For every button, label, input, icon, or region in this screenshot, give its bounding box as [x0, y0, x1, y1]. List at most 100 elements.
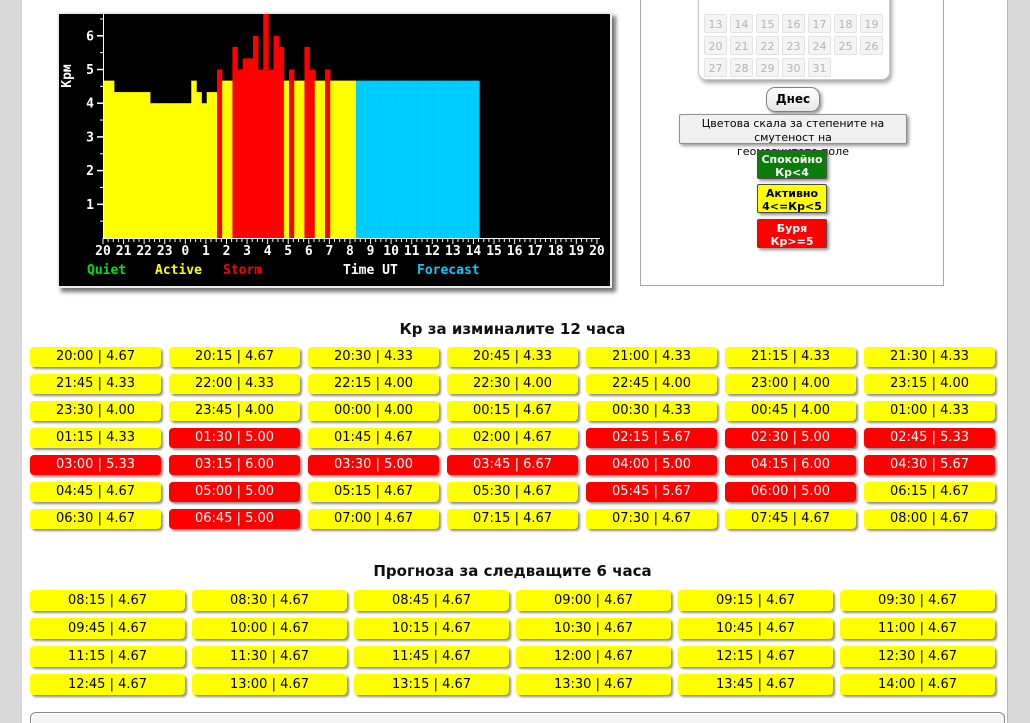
kp-bar	[340, 80, 346, 239]
kp-bar	[237, 69, 244, 238]
chart-text: 6	[86, 29, 94, 44]
kp-bar	[129, 92, 135, 238]
kp-cell-06-15: 06:15 | 4.67	[864, 482, 995, 502]
kp-cell-12-00: 12:00 | 4.67	[516, 646, 671, 667]
kp-bar	[124, 92, 130, 238]
calendar-week-row: 27 28 29 30 31	[704, 58, 889, 77]
calendar-day-13[interactable]: 13	[704, 14, 727, 33]
kp-cell-23-45: 23:45 | 4.00	[169, 401, 300, 421]
chart-text: 2	[86, 164, 94, 179]
forecast-bar	[433, 80, 439, 239]
kp-cell-20-00: 20:00 | 4.67	[30, 347, 161, 367]
legend-active: Active	[155, 263, 202, 278]
kp-bar	[222, 80, 228, 239]
kp-bar	[283, 80, 290, 239]
kp-table-row: 03:00 | 5.33 03:15 | 6.00 03:30 | 5.00 03:4…	[30, 455, 1005, 475]
chart-text: 2	[223, 244, 231, 259]
kp-bar	[155, 103, 161, 238]
kp-bar	[335, 80, 341, 239]
kp-cell-02-30: 02:30 | 5.00	[725, 428, 856, 448]
calendar-day-16[interactable]: 16	[782, 14, 805, 33]
kp-table-row: 21:45 | 4.33 22:00 | 4.33 22:15 | 4.00 22:3…	[30, 374, 1005, 394]
today-button[interactable]: Днес	[766, 87, 820, 112]
calendar-day-17[interactable]: 17	[808, 14, 831, 33]
calendar-day-22[interactable]: 22	[756, 36, 779, 55]
forecast-bar	[469, 80, 475, 239]
kp-cell-08-45: 08:45 | 4.67	[354, 590, 509, 611]
kp-cell-01-30: 01:30 | 5.00	[169, 428, 300, 448]
kp-cell-07-30: 07:30 | 4.67	[586, 509, 717, 529]
kp-bar	[170, 103, 177, 238]
chart-text: 22	[136, 244, 152, 259]
chart-text: 23	[157, 244, 173, 259]
kp-cell-07-15: 07:15 | 4.67	[447, 509, 578, 529]
calendar-day-27[interactable]: 27	[704, 58, 727, 77]
kp-cell-22-30: 22:30 | 4.00	[447, 374, 578, 394]
kp-cell-11-15: 11:15 | 4.67	[30, 646, 185, 667]
kp-cell-00-45: 00:45 | 4.00	[725, 401, 856, 421]
kp-cell-00-00: 00:00 | 4.00	[308, 401, 439, 421]
kp-bar	[294, 80, 300, 239]
calendar-day-25[interactable]: 25	[834, 36, 857, 55]
past-kp-table: 20:00 | 4.67 20:15 | 4.67 20:30 | 4.33 20:4…	[30, 347, 1005, 536]
kp-cell-23-15: 23:15 | 4.00	[864, 374, 995, 394]
kp-table-row: 23:30 | 4.00 23:45 | 4.00 00:00 | 4.00 00:1…	[30, 401, 1005, 421]
scale-button-line1: Спокойно	[761, 153, 823, 166]
kp-cell-09-00: 09:00 | 4.67	[516, 590, 671, 611]
kp-bar	[175, 103, 182, 238]
calendar-day-23[interactable]: 23	[782, 36, 805, 55]
kp-cell-10-45: 10:45 | 4.67	[678, 618, 833, 639]
calendar-day-26[interactable]: 26	[860, 36, 883, 55]
forecast-bar	[427, 80, 434, 239]
kp-cell-05-15: 05:15 | 4.67	[308, 482, 439, 502]
kp-cell-13-45: 13:45 | 4.67	[678, 674, 833, 695]
chart-text: 6	[305, 244, 313, 259]
forecast-bar	[443, 80, 449, 239]
kp-cell-22-45: 22:45 | 4.00	[586, 374, 717, 394]
chart-text: 1	[86, 198, 94, 213]
calendar-day-30[interactable]: 30	[782, 58, 805, 77]
calendar-day-14[interactable]: 14	[730, 14, 753, 33]
calendar-day-18[interactable]: 18	[834, 14, 857, 33]
calendar-day-19[interactable]: 19	[860, 14, 883, 33]
kp-bar	[227, 80, 233, 239]
chart-text: 15	[486, 244, 502, 259]
kp-bar	[247, 58, 254, 238]
calendar-day-21[interactable]: 21	[730, 36, 753, 55]
kp-cell-08-15: 08:15 | 4.67	[30, 590, 185, 611]
kp-bar	[350, 80, 357, 239]
calendar-day-28[interactable]: 28	[730, 58, 753, 77]
chart-text: 4	[86, 97, 94, 112]
calendar-day-31[interactable]: 31	[808, 58, 831, 77]
calendar-day-24[interactable]: 24	[808, 36, 831, 55]
kp-table-row: 20:00 | 4.67 20:15 | 4.67 20:30 | 4.33 20:4…	[30, 347, 1005, 367]
forecast-bar	[355, 80, 362, 239]
kp-cell-20-30: 20:30 | 4.33	[308, 347, 439, 367]
kp-cell-13-30: 13:30 | 4.67	[516, 674, 671, 695]
forecast-kp-table: 08:15 | 4.67 08:30 | 4.67 08:45 | 4.67 09:0…	[30, 590, 1005, 702]
kp-cell-01-45: 01:45 | 4.67	[308, 428, 439, 448]
scale-button-line1: Активно	[765, 187, 819, 200]
kp-bar	[211, 92, 218, 238]
kp-bar	[232, 46, 238, 238]
calendar-day-20[interactable]: 20	[704, 36, 727, 55]
kp-cell-21-15: 21:15 | 4.33	[725, 347, 856, 367]
calendar-day-29[interactable]: 29	[756, 58, 779, 77]
kp-cell-09-15: 09:15 | 4.67	[678, 590, 833, 611]
scale-button-line2: Кр>=5	[770, 235, 814, 248]
kp-bar	[134, 92, 141, 238]
kp-cell-20-15: 20:15 | 4.67	[169, 347, 300, 367]
chart-text: 3	[86, 130, 94, 145]
kp-cell-21-30: 21:30 | 4.33	[864, 347, 995, 367]
kp-cell-00-15: 00:15 | 4.67	[447, 401, 578, 421]
kp-cell-14-00: 14:00 | 4.67	[840, 674, 995, 695]
legend-quiet: Quiet	[87, 263, 126, 278]
kp-bar	[289, 69, 295, 238]
kp-bar	[144, 92, 151, 238]
kp-cell-02-45: 02:45 | 5.33	[864, 428, 995, 448]
chart-text: 17	[527, 244, 543, 259]
kp-cell-21-00: 21:00 | 4.33	[586, 347, 717, 367]
kp-cell-22-00: 22:00 | 4.33	[169, 374, 300, 394]
forecast-bar	[361, 80, 367, 239]
calendar-day-15[interactable]: 15	[756, 14, 779, 33]
